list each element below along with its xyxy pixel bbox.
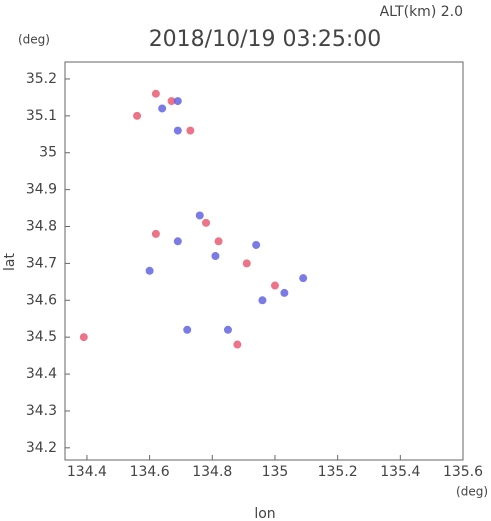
echo-point bbox=[270, 281, 279, 290]
y-unit: (deg) bbox=[18, 33, 50, 47]
echo-point bbox=[145, 266, 154, 275]
echo-point bbox=[133, 111, 142, 120]
echo-point bbox=[214, 237, 223, 246]
echo-point bbox=[223, 325, 232, 334]
x-tick-label: 134.8 bbox=[192, 464, 232, 480]
echo-point bbox=[173, 97, 182, 106]
echo-point bbox=[183, 325, 192, 334]
x-tick-label: 134.4 bbox=[67, 464, 107, 480]
echo-point bbox=[299, 274, 308, 283]
x-tick-label: 135 bbox=[262, 464, 289, 480]
x-tick-label: 134.6 bbox=[130, 464, 170, 480]
y-tick-label: 34.5 bbox=[26, 329, 57, 345]
y-tick-label: 34.4 bbox=[26, 366, 57, 382]
y-tick-label: 35.1 bbox=[26, 108, 57, 124]
echo-point bbox=[211, 252, 220, 261]
y-axis-label: lat bbox=[2, 253, 18, 271]
echo-point bbox=[280, 288, 289, 297]
chart-title: 2018/10/19 03:25:00 bbox=[149, 27, 382, 52]
y-tick-label: 34.3 bbox=[26, 403, 57, 419]
plot-frame bbox=[64, 61, 464, 461]
echo-point bbox=[158, 104, 167, 113]
echo-point bbox=[151, 89, 160, 98]
echo-point bbox=[167, 97, 176, 106]
x-tick-label: 135.4 bbox=[380, 464, 420, 480]
echo-point bbox=[252, 240, 261, 249]
echo-point bbox=[195, 211, 204, 220]
y-tick-label: 35.2 bbox=[26, 71, 57, 87]
y-tick-label: 35 bbox=[39, 145, 57, 161]
echo-point bbox=[186, 126, 195, 135]
echo-point bbox=[79, 333, 88, 342]
echo-point bbox=[258, 296, 267, 305]
echo-point bbox=[202, 218, 211, 227]
y-tick-label: 34.8 bbox=[26, 219, 57, 235]
x-axis-label: lon bbox=[254, 506, 275, 521]
x-tick-label: 135.6 bbox=[443, 464, 483, 480]
y-tick-label: 34.2 bbox=[26, 440, 57, 456]
y-tick-label: 34.7 bbox=[26, 255, 57, 271]
echo-point bbox=[173, 237, 182, 246]
y-tick-label: 34.6 bbox=[26, 292, 57, 308]
x-unit: (deg) bbox=[456, 485, 488, 499]
echo-point bbox=[233, 340, 242, 349]
echo-point bbox=[242, 259, 251, 268]
x-tick-label: 135.2 bbox=[318, 464, 358, 480]
chart-subtitle: ALT(km) 2.0 bbox=[380, 4, 463, 20]
y-tick-label: 34.9 bbox=[26, 182, 57, 198]
echo-point bbox=[151, 229, 160, 238]
echo-point bbox=[173, 126, 182, 135]
